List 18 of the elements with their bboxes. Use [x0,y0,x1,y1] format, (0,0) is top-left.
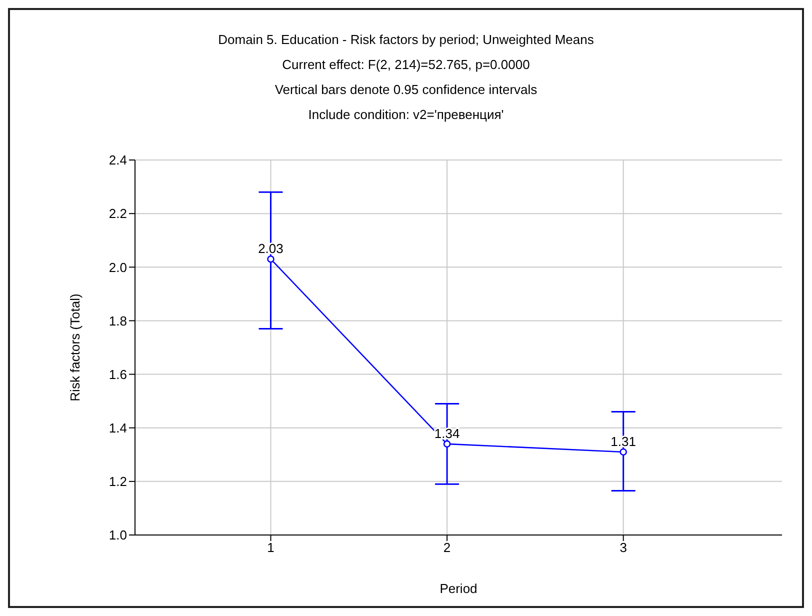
point [620,448,627,456]
y-tick-label: 1.0 [108,528,127,543]
y-tick-label: 2.0 [108,260,127,275]
x-axis-title: Period [440,581,478,596]
y-tick-label: 1.2 [108,474,127,490]
y-tick-label: 1.4 [108,420,127,436]
y-tick-label: 1.6 [108,366,127,382]
x-tick-label: 3 [620,540,627,556]
chart-title: Domain 5. Education - Risk factors by period; Unweighted Means [217,31,595,49]
x-tick-label: 1 [267,540,274,556]
y-axis-title: Risk factors (Total) [68,294,83,402]
chart-subtitle: Current effect: F(2, 214)=52.765, p=0.0000 Vertical bars denote 0.95 confidence intervals Include condition: v2='превенция' [274,56,538,124]
y-tick-label: 1.8 [108,313,127,328]
x-tick-label: 2 [443,540,451,556]
point [267,255,274,263]
y-tick-label: 2.4 [108,152,127,168]
y-tick-label: 2.2 [108,206,127,222]
point [443,440,451,448]
